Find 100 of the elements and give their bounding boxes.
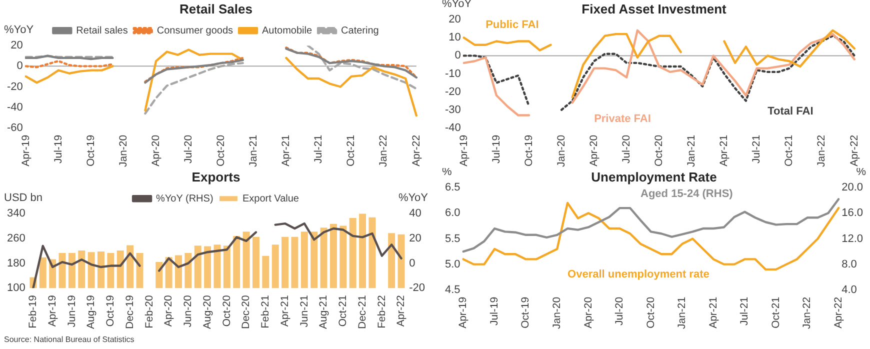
x-tick-label: Apr-21 [278,294,291,327]
x-tick-label: Apr-19 [20,134,32,166]
source-note: Source: National Bureau of Statistics [4,335,134,344]
y-tick-label: 4.5 [444,284,460,296]
x-tick-label: Apr-22 [410,134,422,166]
x-tick-label: Oct-21 [337,294,350,327]
x-tick-label: Aug-20 [201,294,214,329]
x-tick-label: Jan-21 [686,134,698,168]
x-tick-label: Jun-20 [182,294,194,328]
y-tick-label: 180 [6,257,26,270]
x-tick-label: Apr-19 [457,296,470,328]
x-tick-label: Apr-22 [395,294,408,327]
legend-label: Export Value [242,193,300,204]
x-tick-label: Jul-19 [52,134,64,164]
x-tick-label: Dec-21 [356,294,368,329]
x-tick-label: Feb-19 [27,294,40,328]
x-tick-label: Jan-20 [551,296,564,330]
text: Total FAI [768,106,814,118]
x-tick-label: Jan-20 [117,134,130,168]
y-tick-label: 6.0 [444,207,460,220]
chart-title: Unemployment Rate [591,169,717,184]
x-tick-label: Apr-21 [707,296,720,328]
chart-title: Exports [192,169,240,184]
y-tick-label: -40 [444,122,461,134]
series-label: Overall unemployment rate [568,268,710,281]
x-tick-label: Feb-20 [143,294,156,328]
x-tick-label: Feb-21 [260,294,272,328]
text: Private FAI [594,112,651,125]
x-tick-label: Apr-21 [280,134,292,166]
y2-tick-label: 16.0 [842,207,864,220]
y-tick-label: 100 [6,282,26,294]
x-tick-label: Feb-22 [376,294,388,328]
legend-label: Retail sales [76,25,128,36]
legend-label: Catering [341,25,379,36]
x-tick-label: Aug-21 [318,294,330,329]
x-tick-label: Jan-20 [555,134,568,168]
y2-tick-label: 12.0 [842,232,864,245]
x-tick-label: Dec-19 [124,294,136,329]
x-tick-label: Jun-19 [66,294,78,328]
series-label: Aged 15-24 (RHS) [640,188,734,200]
y-tick-label: 5.5 [444,232,460,245]
y-tick-label: -40 [6,101,23,114]
x-tick-label: Dec-20 [240,294,252,329]
y-tick-label: -20 [6,80,23,93]
x-tick-label: Jul-20 [614,296,626,326]
y-tick-label: 6.5 [444,182,460,194]
y-tick-label: 20 [448,14,461,26]
x-tick-label: Oct-21 [770,296,782,328]
y-axis-title: %YoY [4,24,34,36]
y2-tick-label: 20.0 [842,182,864,194]
x-tick-label: Apr-20 [150,134,162,166]
x-tick-label: Apr-20 [162,294,175,327]
x-tick-label: Oct-20 [220,294,233,327]
x-tick-label: Oct-21 [783,134,796,166]
y-tick-label: 0 [16,60,23,72]
x-tick-label: Apr-20 [588,134,600,166]
x-tick-label: Oct-20 [653,134,666,166]
legend-label: Automobile [262,25,312,36]
chart-title: Retail Sales [180,1,252,16]
x-tick-label: Jul-21 [738,296,751,326]
x-tick-label: Jul-19 [490,134,502,164]
y-tick-label: -20 [444,86,461,98]
x-tick-label: Apr-22 [848,134,860,166]
x-tick-label: Jul-20 [182,134,194,164]
y2-tick-label: 4.0 [842,284,857,296]
legend-label: %YoY (RHS) [156,193,214,204]
y2-tick-label: 20 [409,232,422,244]
y-tick-label: 5.0 [444,258,460,270]
y-tick-label: -60 [6,122,23,134]
x-tick-label: Jul-19 [488,296,500,326]
y2-axis-title: %YoY [398,192,429,204]
chart-title: Fixed Asset Investment [582,1,728,16]
x-tick-label: Jan-22 [378,134,390,168]
x-tick-label: Jul-20 [620,134,632,164]
y-tick-label: 0 [454,50,461,62]
y-tick-label: 20 [10,40,23,52]
x-tick-label: Jan-21 [248,134,260,168]
x-tick-label: Jul-21 [312,134,325,164]
y-axis-title: USD bn [4,192,43,204]
y-tick-label: -10 [444,68,461,80]
x-tick-label: Apr-19 [46,294,58,327]
x-tick-label: Oct-21 [345,134,358,166]
x-tick-label: Apr-22 [832,296,844,328]
x-tick-label: Apr-21 [718,134,730,166]
x-tick-label: Apr-20 [582,296,594,328]
x-tick-label: Apr-19 [458,134,470,166]
y2-tick-label: 0 [409,257,416,270]
x-tick-label: Aug-19 [85,294,98,329]
y2-tick-label: -20 [409,282,426,294]
y2-tick-label: 40 [409,208,422,220]
x-tick-label: Oct-20 [215,134,228,166]
y2-tick-label: 8.0 [842,258,857,270]
y-tick-label: 340 [6,208,26,220]
legend-label: Consumer goods [156,25,234,36]
x-tick-label: Jan-22 [801,296,814,330]
x-tick-label: Jul-21 [750,134,763,164]
series-label: Public FAI [486,19,539,32]
x-tick-label: Jun-21 [298,294,310,328]
x-tick-label: Oct-19 [522,134,535,166]
x-tick-label: Oct-20 [644,296,657,328]
